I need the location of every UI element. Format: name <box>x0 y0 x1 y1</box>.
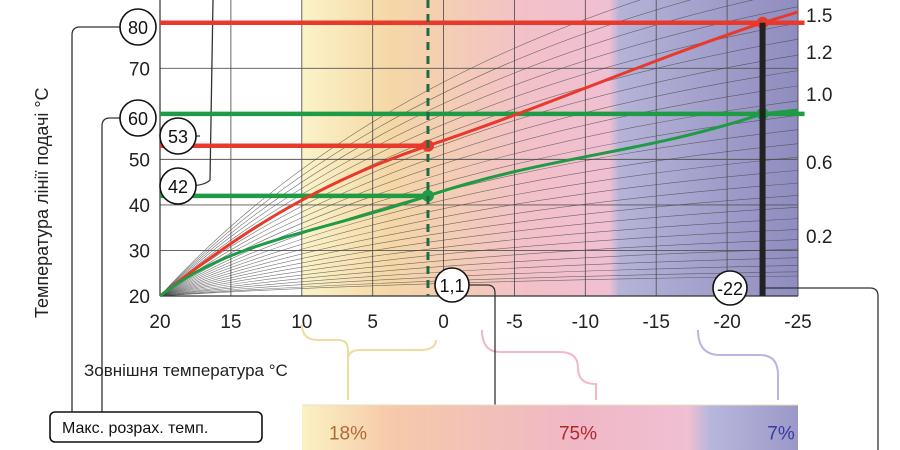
x-axis-title: Зовнішня температура °C <box>84 361 288 380</box>
label-53: 53 <box>159 117 197 155</box>
y-tick-label: 40 <box>129 196 150 217</box>
y-axis-title: Температура лінії подачі °C <box>32 87 52 318</box>
series-curve <box>159 10 799 298</box>
vertical-markers <box>426 0 766 296</box>
label-80-text: 80 <box>128 18 148 38</box>
heating-curve <box>159 6 799 297</box>
label-42: 42 <box>159 167 197 205</box>
heating-curve <box>159 239 799 297</box>
label-42-text: 42 <box>168 177 188 197</box>
marker-label-1-1: 1,1 <box>434 267 470 303</box>
percentage-bar <box>302 405 798 450</box>
curve-label-0-2: 0.2 <box>806 227 832 248</box>
y-tick-label: 30 <box>129 241 150 262</box>
heating-curve <box>159 271 799 297</box>
series-curve <box>159 108 799 298</box>
x-tick-label: 20 <box>149 312 170 333</box>
marker-label-1-1-text: 1,1 <box>439 276 464 296</box>
heating-curve <box>159 229 799 297</box>
x-tick-label: -15 <box>642 312 669 333</box>
label-53-text: 53 <box>168 127 188 147</box>
heating-curve <box>159 265 799 297</box>
marker-label-minus-22-text: -22 <box>717 279 743 299</box>
x-tick-label: -5 <box>506 312 523 333</box>
y-tick-label: 50 <box>129 150 150 171</box>
x-tick-label: 15 <box>220 312 241 333</box>
heating-curve <box>159 257 799 297</box>
zone-percent-18: 18% <box>329 424 367 445</box>
x-tick-label: -25 <box>784 312 811 333</box>
x-tick-label: -10 <box>572 312 599 333</box>
heating-curve <box>159 182 799 297</box>
max-design-temp-text: Макс. розрах. темп. <box>62 420 208 437</box>
x-tick-label: 10 <box>291 312 312 333</box>
x-tick-label: -20 <box>713 312 740 333</box>
zone-percent-7: 7% <box>767 424 795 445</box>
marker-label-minus-22: -22 <box>712 270 748 306</box>
label-60-text: 60 <box>128 109 148 129</box>
heating-curve <box>159 70 799 297</box>
curve-label-1-5: 1.5 <box>806 6 832 27</box>
x-tick-label: 0 <box>438 312 449 333</box>
x-tick-label: 5 <box>367 312 378 333</box>
label-80: 80 <box>119 8 157 46</box>
heating-curve <box>159 0 692 297</box>
heating-curve <box>159 170 799 297</box>
heating-curve <box>159 115 799 297</box>
max-design-temp-box: Макс. розрах. темп. <box>49 411 263 443</box>
leader-lines <box>71 0 879 450</box>
heating-curve <box>159 143 799 297</box>
series-point <box>421 189 434 202</box>
y-tick-label: 70 <box>129 59 150 80</box>
curve-label-0-6: 0.6 <box>806 153 832 174</box>
heating-curve <box>159 156 799 297</box>
heating-curve <box>159 0 755 297</box>
curve-label-1-2: 1.2 <box>806 43 832 64</box>
heating-curve <box>159 195 799 297</box>
heating-curve <box>159 0 642 297</box>
y-tick-label: 20 <box>129 287 150 308</box>
heating-curve <box>159 206 799 297</box>
heating-curve-fan <box>159 0 799 297</box>
zone-brackets <box>301 324 779 400</box>
zone-percent-75: 75% <box>559 424 597 445</box>
heating-curve <box>159 85 799 297</box>
label-60: 60 <box>119 99 157 137</box>
heating-curve <box>159 218 799 297</box>
temperature-zone-band <box>302 0 798 296</box>
series-layer <box>159 10 805 298</box>
heating-curve <box>159 248 799 297</box>
heating-curve <box>159 22 799 297</box>
curve-label-1-0: 1.0 <box>806 85 832 106</box>
heating-curve <box>159 275 799 297</box>
